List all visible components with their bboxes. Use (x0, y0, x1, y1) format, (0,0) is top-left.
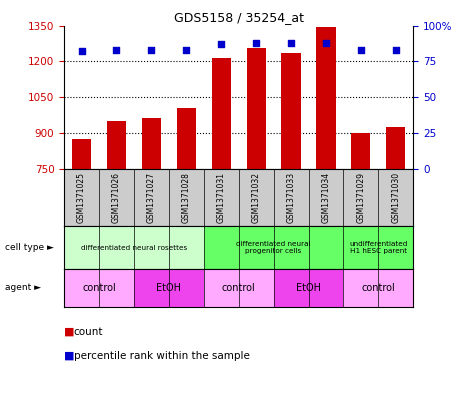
Text: undifferentiated
H1 hESC parent: undifferentiated H1 hESC parent (349, 241, 408, 254)
Text: control: control (222, 283, 256, 293)
Text: differentiated neural rosettes: differentiated neural rosettes (81, 245, 187, 251)
Bar (107, 121, 126, 169)
Bar (352, 133, 370, 169)
Bar (343, 226, 413, 269)
Text: EtOH: EtOH (156, 283, 181, 293)
Bar (204, 226, 343, 269)
Point (392, 47, 399, 53)
Bar (282, 53, 301, 169)
Bar (134, 269, 204, 307)
Point (252, 40, 260, 46)
Bar (343, 269, 413, 307)
Text: GSM1371026: GSM1371026 (112, 172, 121, 223)
Point (182, 47, 190, 53)
Bar (177, 108, 196, 169)
Bar (72, 139, 91, 169)
Text: EtOH: EtOH (296, 283, 321, 293)
Text: ■: ■ (64, 327, 75, 337)
Bar (142, 118, 161, 169)
Bar (204, 269, 274, 307)
Bar (316, 27, 335, 169)
Text: agent ►: agent ► (5, 283, 41, 292)
Text: GSM1371027: GSM1371027 (147, 172, 156, 223)
Text: GSM1371029: GSM1371029 (356, 172, 365, 223)
Point (322, 40, 330, 46)
Text: GSM1371032: GSM1371032 (252, 172, 261, 223)
Text: ■: ■ (64, 351, 75, 361)
Point (357, 47, 365, 53)
Bar (64, 269, 134, 307)
Title: GDS5158 / 35254_at: GDS5158 / 35254_at (174, 11, 304, 24)
Point (218, 41, 225, 47)
Bar (212, 58, 231, 169)
Text: percentile rank within the sample: percentile rank within the sample (74, 351, 249, 361)
Text: GSM1371028: GSM1371028 (182, 172, 191, 223)
Bar (64, 226, 204, 269)
Text: GSM1371034: GSM1371034 (322, 172, 331, 223)
Point (113, 47, 120, 53)
Text: GSM1371031: GSM1371031 (217, 172, 226, 223)
Bar (247, 48, 266, 169)
Text: GSM1371030: GSM1371030 (391, 172, 400, 223)
Bar (386, 127, 405, 169)
Text: control: control (361, 283, 395, 293)
Point (78, 48, 86, 55)
Point (287, 40, 295, 46)
Text: differentiated neural
progenitor cells: differentiated neural progenitor cells (237, 241, 311, 254)
Text: GSM1371033: GSM1371033 (286, 172, 295, 223)
Text: control: control (82, 283, 116, 293)
Text: count: count (74, 327, 103, 337)
Point (148, 47, 155, 53)
Text: GSM1371025: GSM1371025 (77, 172, 86, 223)
Bar (274, 269, 343, 307)
Text: cell type ►: cell type ► (5, 243, 54, 252)
